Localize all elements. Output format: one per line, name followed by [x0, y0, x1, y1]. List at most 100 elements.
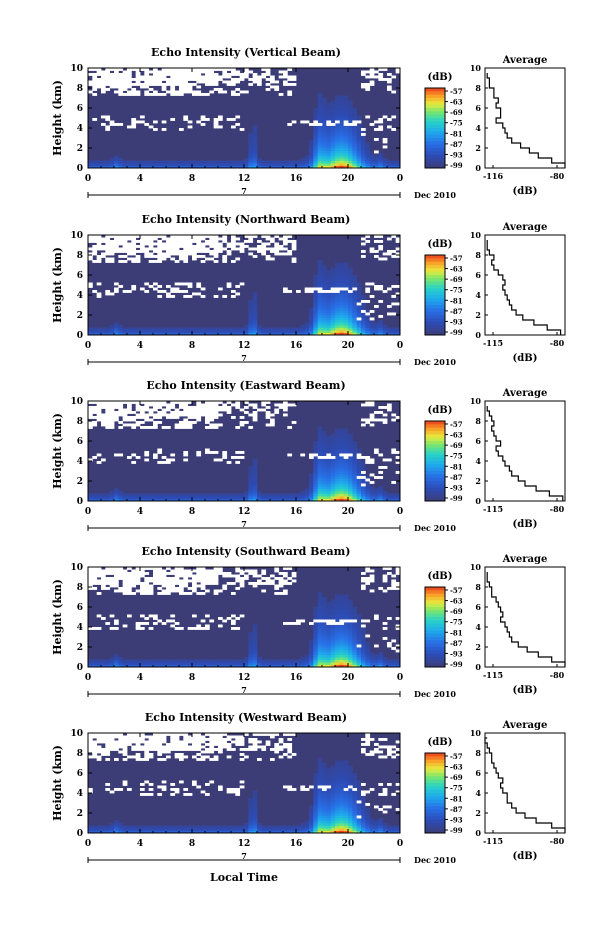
missing-cell: [326, 622, 332, 625]
heatmap-cell: [330, 443, 336, 447]
missing-cell: [122, 413, 128, 417]
missing-cell: [179, 572, 184, 575]
heatmap-cell: [187, 662, 193, 665]
missing-cell: [118, 68, 124, 71]
heatmap-cell: [339, 143, 345, 146]
x-tick-label: 12: [238, 507, 251, 517]
heatmap-cell: [322, 315, 327, 318]
missing-cell: [118, 73, 124, 76]
heatmap-cell: [335, 275, 340, 278]
missing-cell: [114, 237, 119, 241]
heatmap-cell: [322, 795, 327, 799]
missing-cell: [196, 237, 202, 241]
heatmap-cell: [252, 798, 258, 801]
heatmap-cell: [326, 607, 332, 610]
missing-cell: [109, 83, 115, 86]
missing-cell: [127, 416, 132, 419]
heatmap-cell: [352, 632, 358, 635]
missing-cell: [174, 245, 180, 248]
colorbar-segment: [425, 494, 445, 499]
heatmap-cell: [343, 130, 349, 134]
missing-cell: [209, 70, 215, 74]
heatmap-cell: [352, 448, 358, 452]
heatmap-cell: [196, 330, 202, 333]
heatmap-cell: [330, 148, 336, 151]
heatmap-cell: [343, 448, 349, 452]
heatmap-cell: [261, 659, 267, 663]
heatmap-cell: [326, 295, 332, 298]
heatmap-cell: [313, 493, 319, 497]
heatmap-cell: [343, 267, 349, 271]
heatmap-cell: [335, 133, 340, 136]
missing-cell: [109, 584, 115, 588]
heatmap-cell: [335, 476, 340, 479]
missing-cell: [101, 73, 106, 76]
heatmap-cell: [313, 783, 319, 786]
missing-cell: [101, 418, 106, 422]
missing-cell: [244, 235, 249, 238]
heatmap-cell: [326, 654, 332, 658]
heatmap-cell: [183, 664, 189, 668]
heatmap-cell: [196, 659, 202, 663]
y-tick-label: 6: [77, 437, 83, 447]
missing-cell: [118, 587, 124, 590]
heatmap-cell: [317, 773, 323, 776]
missing-cell: [395, 627, 401, 630]
heatmap-cell: [343, 594, 349, 598]
heatmap-cell: [122, 332, 128, 336]
heatmap-cell: [179, 330, 184, 333]
missing-cell: [222, 73, 228, 76]
heatmap-cell: [322, 433, 327, 437]
heatmap-cell: [213, 163, 219, 166]
heatmap-cell: [317, 770, 323, 774]
missing-cell: [391, 128, 397, 131]
missing-cell: [270, 413, 275, 417]
heatmap-cell: [109, 657, 115, 660]
heatmap-cell: [317, 270, 323, 273]
missing-cell: [239, 582, 245, 585]
heatmap-cell: [317, 307, 323, 311]
missing-cell: [131, 287, 137, 291]
missing-cell: [257, 240, 262, 243]
heatmap-cell: [183, 163, 189, 166]
heatmap-cell: [300, 823, 306, 826]
missing-cell: [283, 73, 288, 76]
missing-cell: [109, 421, 115, 424]
heatmap-cell: [330, 768, 336, 771]
missing-cell: [105, 75, 111, 79]
heatmap-cell: [365, 657, 371, 660]
heatmap-cell: [335, 108, 340, 111]
heatmap-cell: [343, 607, 349, 610]
heatmap-cell: [326, 285, 332, 288]
date-label: Dec 2010: [414, 190, 456, 200]
heatmap-cell: [252, 312, 258, 316]
heatmap-cell: [330, 617, 336, 620]
heatmap-cell: [257, 160, 262, 164]
heatmap-cell: [317, 93, 323, 96]
heatmap-cell: [339, 448, 345, 452]
missing-cell: [257, 80, 262, 84]
missing-cell: [114, 250, 119, 253]
heatmap-cell: [326, 165, 332, 169]
heatmap-cell: [330, 478, 336, 482]
missing-cell: [157, 295, 163, 298]
missing-cell: [109, 413, 115, 417]
heatmap-cell: [114, 325, 119, 328]
missing-cell: [161, 401, 167, 404]
heatmap-cell: [382, 160, 388, 164]
missing-cell: [343, 123, 349, 126]
heatmap-cell: [356, 662, 362, 665]
colorbar: -57-63-69-75-81-87-93-99: [424, 586, 463, 669]
heatmap-cell: [343, 165, 349, 169]
heatmap-cell: [335, 481, 340, 484]
missing-cell: [196, 411, 202, 414]
missing-cell: [127, 574, 132, 578]
missing-cell: [391, 647, 397, 650]
missing-cell: [88, 285, 93, 288]
missing-cell: [166, 413, 171, 417]
missing-cell: [222, 90, 228, 94]
heatmap-cell: [248, 332, 254, 336]
heatmap-cell: [335, 604, 340, 608]
missing-cell: [231, 78, 236, 81]
missing-cell: [166, 416, 171, 419]
